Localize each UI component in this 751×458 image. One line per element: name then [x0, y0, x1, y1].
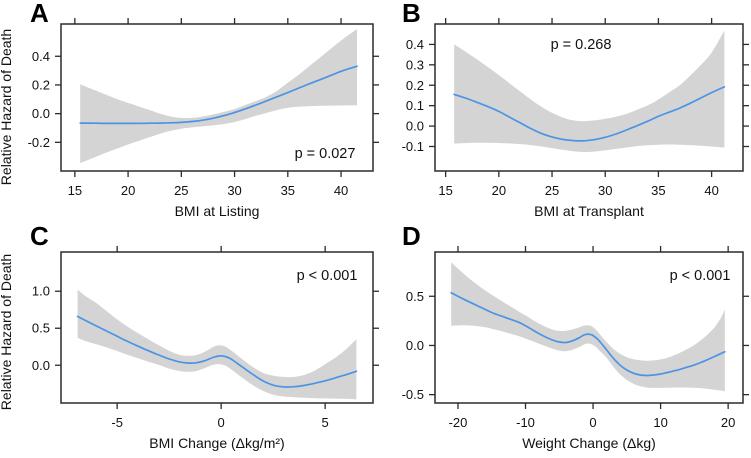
x-axis-title: Weight Change (Δkg)	[522, 435, 656, 451]
confidence-band	[451, 262, 725, 392]
y-tick-label: 0.4	[406, 37, 424, 52]
plot-box	[60, 23, 374, 172]
x-tick-label: 35	[651, 183, 665, 198]
y-tick-label: -0.5	[402, 387, 424, 402]
trend-line	[453, 86, 726, 142]
x-tick-label: 20	[721, 415, 735, 430]
x-tick-label: 0	[589, 415, 596, 430]
plot-box	[434, 23, 744, 172]
panel-A: 15 20 25 30 35 40 -0.2 0.0 0.2 0.4 BMI at Listing R…	[0, 0, 379, 219]
trend-line	[79, 65, 358, 125]
x-tick-label: 40	[704, 183, 718, 198]
x-tick-label: 35	[281, 183, 295, 198]
y-tick-label: 0.0	[406, 119, 424, 134]
y-tick-label: 0.2	[406, 78, 424, 93]
trend-line	[450, 291, 726, 377]
y-axis-title: Relative Hazard of Death	[0, 254, 14, 410]
panel-letter: A	[30, 0, 49, 28]
x-axis-title: BMI Change (Δkg/m²)	[149, 435, 284, 451]
confidence-band	[80, 29, 357, 164]
y-tick-label: 0.5	[32, 321, 50, 336]
x-tick-label: 20	[121, 183, 135, 198]
y-tick-label: -0.1	[402, 139, 424, 154]
x-tick-label: 5	[322, 415, 329, 430]
x-tick-label: -10	[516, 415, 535, 430]
x-axis-title: BMI at Transplant	[534, 203, 644, 219]
panel-letter: C	[30, 221, 49, 251]
x-tick-label: 25	[174, 183, 188, 198]
panel-C: -5 0 5 0.0 0.5 1.0 BMI Change (Δkg/m²) Relative…	[0, 221, 379, 451]
p-value-label: p < 0.001	[670, 268, 731, 284]
plot-box	[434, 251, 744, 404]
p-value-label: p = 0.027	[295, 146, 356, 162]
x-tick-label: 15	[438, 183, 452, 198]
x-tick-label: 0	[218, 415, 225, 430]
x-tick-label: -20	[449, 415, 468, 430]
y-tick-label: 0.0	[32, 106, 50, 121]
y-tick-label: 0.5	[406, 289, 424, 304]
y-tick-label: 0.0	[32, 358, 50, 373]
y-tick-label: 0.1	[406, 98, 424, 113]
x-tick-label: 30	[598, 183, 612, 198]
panel-letter: D	[402, 221, 421, 251]
x-tick-label: 40	[334, 183, 348, 198]
y-tick-label: 1.0	[32, 284, 50, 299]
panel-letter: B	[402, 0, 421, 28]
confidence-band	[454, 30, 725, 153]
p-value-label: p = 0.268	[551, 37, 612, 53]
panel-B: 15 20 25 30 35 40 -0.1 0.0 0.1 0.2 0.3 0.4 BMI at Tr…	[402, 0, 749, 219]
x-tick-label: 30	[227, 183, 241, 198]
x-tick-label: -5	[111, 415, 123, 430]
x-axis-title: BMI at Listing	[175, 203, 260, 219]
trend-line	[76, 315, 358, 388]
y-tick-label: 0.4	[32, 49, 50, 64]
y-tick-label: 0.2	[32, 77, 50, 92]
y-axis-title: Relative Hazard of Death	[0, 29, 14, 185]
x-tick-label: 25	[545, 183, 559, 198]
plot-box	[60, 251, 374, 404]
x-tick-label: 20	[492, 183, 506, 198]
p-value-label: p < 0.001	[297, 268, 358, 284]
y-tick-label: 0.3	[406, 57, 424, 72]
y-tick-label: -0.2	[28, 135, 50, 150]
y-tick-label: 0.0	[406, 338, 424, 353]
x-tick-label: 10	[653, 415, 667, 430]
x-tick-label: 15	[68, 183, 82, 198]
panel-D: -20 -10 0 10 20 -0.5 0.0 0.5 Weight Change (Δkg)…	[402, 221, 749, 451]
